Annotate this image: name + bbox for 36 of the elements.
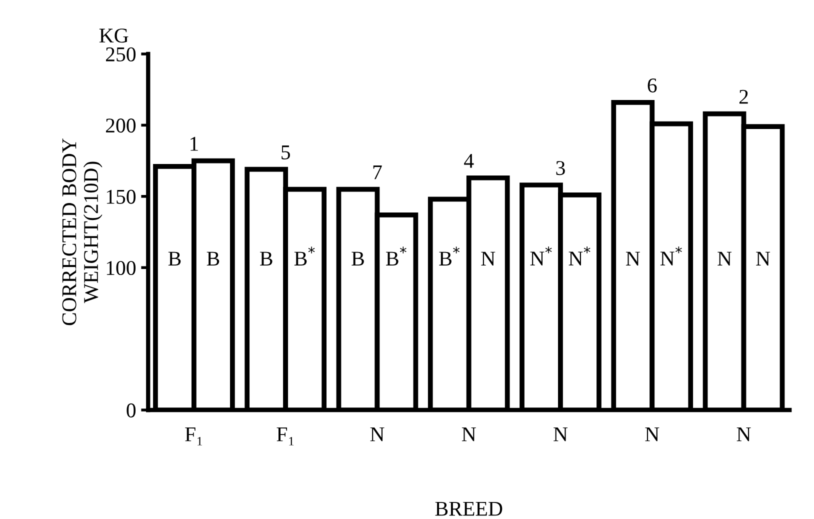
y-tick-label: 200: [106, 118, 136, 133]
x-tick-label: N: [645, 427, 660, 442]
y-axis-title: CORRECTED BODY WEIGHT(210D): [62, 138, 102, 326]
data-label: N$^{*}$: [568, 246, 590, 266]
annotation: 1: [190, 136, 198, 151]
x-axis-title: BREED: [435, 502, 502, 516]
x-tick-label: F₁: [185, 427, 202, 446]
y-tick-label: 250: [106, 47, 136, 62]
x-tick-label: N: [462, 427, 476, 442]
data-label: N$^{*}$: [660, 246, 682, 266]
annotation: 5: [282, 146, 290, 160]
text: KG: [99, 28, 128, 43]
data-label: B$^{*}$: [439, 246, 460, 266]
y-tick-label: 150: [106, 190, 136, 204]
x-tick-label: F₁: [276, 427, 294, 446]
data-label: N: [481, 252, 496, 266]
annotation: 7: [373, 165, 382, 180]
data-label: B: [168, 252, 181, 266]
x-tick-label: N: [370, 427, 384, 442]
data-label: B: [206, 252, 220, 266]
data-label: B$^{*}$: [294, 246, 315, 266]
data-label: N: [626, 252, 640, 266]
data-label: B: [260, 252, 272, 266]
y-tick-label: 100: [106, 260, 136, 276]
annotation: 6: [648, 78, 657, 92]
data-label: N$^{*}$: [530, 246, 552, 266]
x-tick-label: N: [554, 427, 568, 442]
annotation: 3: [556, 161, 565, 176]
y-tick-label: 0: [126, 403, 136, 418]
data-label: N: [718, 252, 732, 266]
x-tick-label: N: [736, 427, 751, 442]
annotation: 2: [739, 90, 748, 104]
annotation: 4: [464, 154, 474, 168]
data-label: N: [756, 252, 770, 266]
data-label: B$^{*}$: [386, 246, 406, 266]
data-label: B: [352, 252, 364, 266]
